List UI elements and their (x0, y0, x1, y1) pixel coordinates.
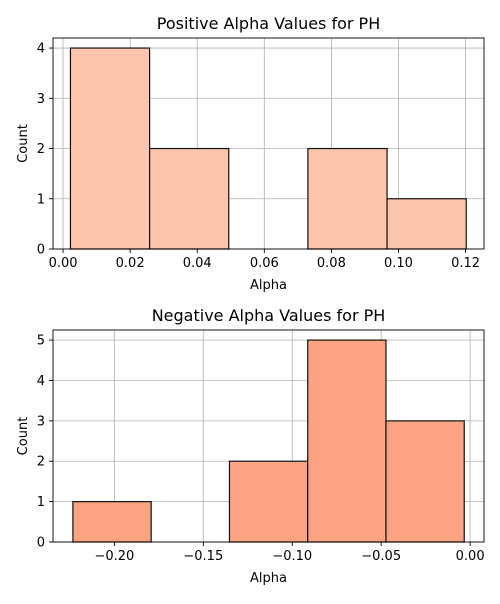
x-tick-label: −0.20 (94, 549, 134, 564)
histogram-bar (386, 198, 467, 250)
axes-frame (52, 37, 485, 250)
y-tick-label: 4 (37, 42, 45, 57)
chart-title: Negative Alpha Values for PH (152, 306, 386, 325)
axes-frame (52, 329, 485, 543)
x-tick-label: −0.05 (361, 549, 401, 564)
y-tick-label: 5 (37, 334, 45, 349)
chart-panel-negative: −0.20 −0.15 −0.10 −0.05 0.00 0 1 2 3 4 5 Negative A… (16, 306, 485, 586)
x-tick-label: −0.10 (272, 549, 312, 564)
y-axis-label: Count (16, 124, 31, 163)
y-tick-label: 3 (37, 414, 45, 429)
histogram-bar (307, 339, 387, 543)
x-tick-label: 0.12 (451, 256, 480, 271)
y-tick-label: 3 (37, 92, 45, 107)
x-tick-label: 0.04 (183, 256, 212, 271)
y-tick-label: 1 (37, 495, 45, 510)
y-axis-label: Count (16, 417, 31, 456)
x-tick-label: 0.00 (456, 549, 485, 564)
histogram-bar (69, 47, 151, 250)
histogram-bar (72, 501, 152, 543)
x-tick-label: 0.08 (317, 256, 346, 271)
y-tick-label: 0 (37, 536, 45, 551)
y-tick-label: 2 (37, 142, 45, 157)
x-axis-label: Alpha (250, 571, 287, 586)
chart-panel-positive: 0.00 0.02 0.04 0.06 0.08 0.10 0.12 0 1 2 3 4 Positiv… (16, 14, 485, 293)
x-tick-label: 0.06 (250, 256, 279, 271)
y-tick-label: 1 (37, 192, 45, 207)
y-tick-label: 2 (37, 455, 45, 470)
y-tick-label: 4 (37, 374, 45, 389)
chart-title: Positive Alpha Values for PH (157, 14, 380, 33)
y-tick-label: 0 (37, 243, 45, 258)
histogram-bar (307, 147, 388, 250)
histogram-bar (385, 420, 465, 543)
x-tick-label: 0.00 (49, 256, 78, 271)
histogram-bar (148, 147, 230, 250)
x-axis-label: Alpha (250, 278, 287, 293)
x-tick-label: −0.15 (183, 549, 223, 564)
histogram-bar (228, 460, 309, 543)
x-tick-label: 0.10 (384, 256, 413, 271)
x-tick-label: 0.02 (116, 256, 145, 271)
